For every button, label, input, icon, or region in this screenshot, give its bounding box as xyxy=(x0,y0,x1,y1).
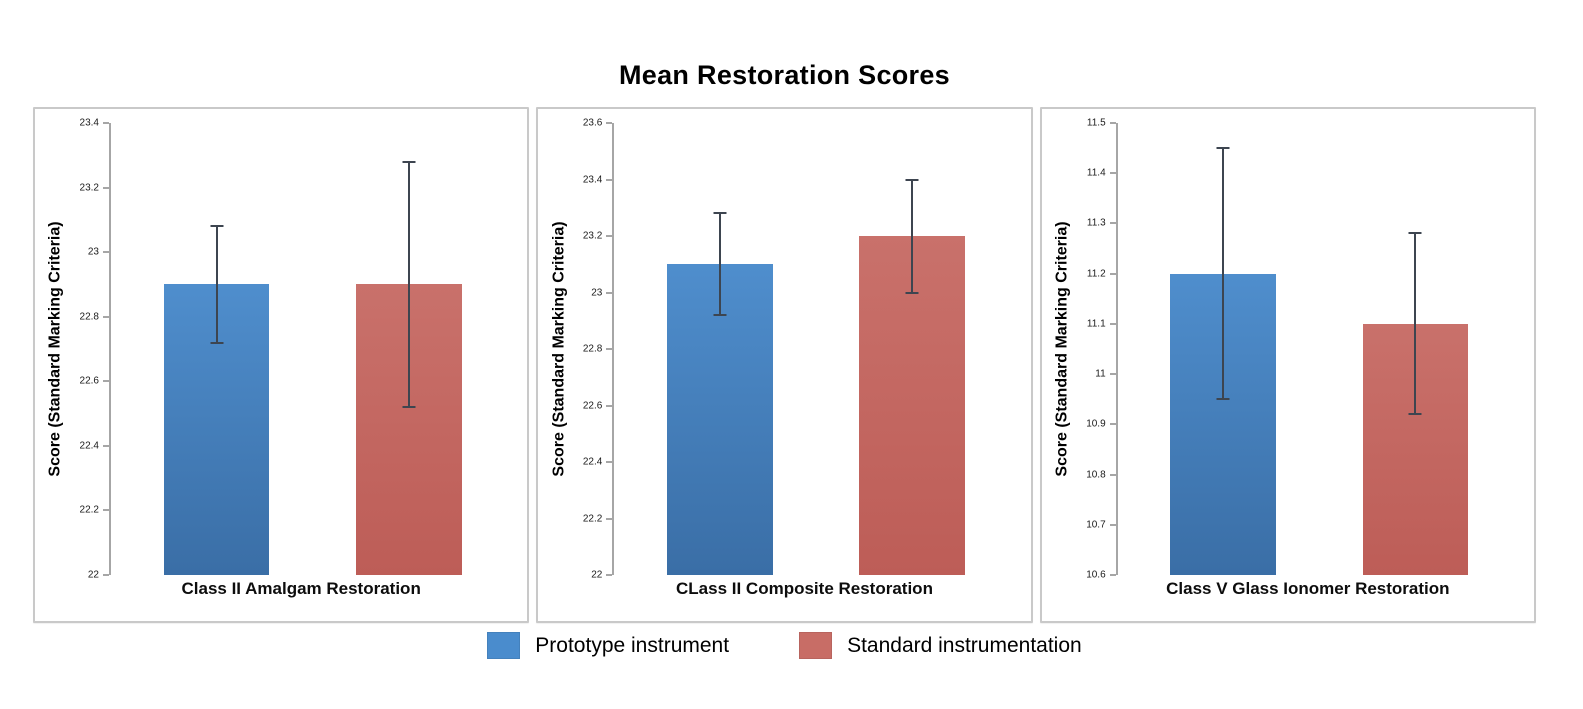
y-axis-tick xyxy=(103,574,109,576)
figure: Mean Restoration Scores Score (Standard … xyxy=(33,0,1536,659)
y-axis-tick-label: 23.2 xyxy=(582,230,603,242)
error-bar-cap-top xyxy=(402,160,416,163)
chart-panel-1: Score (Standard Marking Criteria) 23.4 23.… xyxy=(33,107,530,623)
y-axis-tick xyxy=(606,517,613,520)
legend-item-prototype: Prototype instrument xyxy=(487,632,729,659)
x-category-label: Class II Amalgam Restoration xyxy=(181,579,421,598)
error-bar-cap-top xyxy=(1408,232,1422,235)
y-axis-tick xyxy=(606,291,613,294)
y-axis-tick-label: 10.9 xyxy=(1086,418,1106,430)
error-bar-cap-top xyxy=(713,212,727,215)
y-axis-tick-label: 11.1 xyxy=(1086,318,1106,330)
legend-swatch-prototype-icon xyxy=(487,632,521,659)
y-axis-tick-label: 10.7 xyxy=(1086,519,1106,531)
y-axis-line xyxy=(1115,123,1118,575)
y-axis-tick-label: 11.4 xyxy=(1086,167,1106,179)
y-axis-tick-label: 23.4 xyxy=(582,174,603,185)
y-axis-tick xyxy=(1109,322,1116,325)
y-axis-tick xyxy=(606,461,613,463)
y-axis-tick-label: 11.2 xyxy=(1086,268,1106,280)
y-axis-tick-label: 22.2 xyxy=(79,504,99,516)
y-axis-title: Score (Standard Marking Criteria) xyxy=(1046,123,1080,575)
legend-item-standard: Standard instrumentation xyxy=(799,632,1082,659)
y-axis-tick-label: 23 xyxy=(591,287,603,298)
chart-panels: Score (Standard Marking Criteria) 23.4 23.… xyxy=(33,107,1536,623)
chart-panel-3: Score (Standard Marking Criteria) 11.5 11.… xyxy=(1039,107,1536,623)
y-axis-tick-label: 23.4 xyxy=(79,117,99,129)
y-axis-tick xyxy=(103,186,109,189)
error-bar-cap-bottom xyxy=(210,341,224,344)
x-category-label: CLass II Composite Restoration xyxy=(676,579,933,598)
plot-area: 23.6 23.4 23.2 23 22.8 22.6 22.4 22.2 22 xyxy=(583,118,996,581)
error-bar-cap-top xyxy=(1216,147,1230,150)
legend-label-standard: Standard instrumentation xyxy=(847,633,1082,657)
y-axis-tick-label: 22.6 xyxy=(79,375,99,387)
y-axis-tick-label: 23.2 xyxy=(79,182,99,194)
error-bar-cap-bottom xyxy=(905,291,919,294)
y-axis-tick xyxy=(103,380,109,383)
y-axis-tick-label: 11.3 xyxy=(1086,217,1106,229)
y-axis-tick-label: 22.2 xyxy=(582,513,603,524)
y-axis-tick-label: 22.6 xyxy=(582,400,603,411)
y-axis-tick-label: 10.6 xyxy=(1086,569,1106,581)
y-axis-line xyxy=(612,123,615,575)
y-axis-tick-label: 11.5 xyxy=(1086,117,1106,129)
y-axis-tick xyxy=(1109,574,1116,576)
error-bar-cap-bottom xyxy=(713,314,727,317)
error-bar-cap-bottom xyxy=(402,406,416,409)
y-axis-title-text: Score (Standard Marking Criteria) xyxy=(47,221,65,477)
error-bar-standard xyxy=(911,179,914,293)
y-axis-tick xyxy=(103,315,109,318)
y-axis-tick xyxy=(103,251,109,254)
error-bar-cap-bottom xyxy=(1216,398,1230,401)
chart-panel-2: Score (Standard Marking Criteria) 23.6 23.… xyxy=(536,107,1033,623)
error-bar-cap-top xyxy=(210,225,224,228)
y-axis-tick-label: 10.8 xyxy=(1086,469,1106,481)
y-axis-tick-label: 23.6 xyxy=(582,117,603,129)
y-axis-line xyxy=(109,123,111,575)
y-axis-tick xyxy=(1109,222,1116,225)
y-axis-tick xyxy=(606,235,613,237)
y-axis-tick-label: 22.4 xyxy=(582,456,603,468)
y-axis-tick-label: 22.4 xyxy=(79,440,99,452)
plot-area: 23.4 23.2 23 22.8 22.6 22.4 22.2 22 xyxy=(80,118,493,581)
y-axis-tick xyxy=(606,178,613,181)
error-bar-standard xyxy=(407,161,410,408)
legend-label-prototype: Prototype instrument xyxy=(535,633,730,657)
legend: Prototype instrument Standard instrument… xyxy=(33,632,1536,659)
y-axis-tick xyxy=(103,444,109,447)
y-axis-tick-label: 23 xyxy=(87,246,99,258)
y-axis-tick xyxy=(1109,172,1116,175)
y-axis-tick xyxy=(1109,423,1116,426)
y-axis-tick-label: 22 xyxy=(87,569,99,581)
error-bar-prototype xyxy=(215,226,218,343)
y-axis-tick-label: 22.8 xyxy=(582,343,603,355)
x-category-label: Class V Glass Ionomer Restoration xyxy=(1166,579,1450,598)
error-bar-standard xyxy=(1414,233,1417,415)
plot-area: 11.5 11.4 11.3 11.2 11.1 11 10.9 10.8 10.7 10.6 xyxy=(1086,118,1500,581)
y-axis-tick xyxy=(606,404,613,407)
legend-swatch-standard-icon xyxy=(799,632,833,659)
y-axis-tick xyxy=(103,509,109,512)
y-axis-tick xyxy=(1109,473,1116,476)
y-axis-tick xyxy=(606,122,613,124)
y-axis-tick xyxy=(103,122,109,124)
y-axis-tick xyxy=(606,574,613,576)
y-axis-tick xyxy=(1109,523,1116,526)
y-axis-tick-label: 11 xyxy=(1095,368,1106,380)
y-axis-tick-label: 22.8 xyxy=(79,311,99,323)
y-axis-tick xyxy=(606,348,613,350)
error-bar-prototype xyxy=(718,213,721,316)
chart-title: Mean Restoration Scores xyxy=(619,60,950,90)
error-bar-cap-bottom xyxy=(1408,413,1422,416)
y-axis-tick-label: 22 xyxy=(591,569,603,581)
y-axis-title-text: Score (Standard Marking Criteria) xyxy=(1053,221,1071,477)
error-bar-cap-top xyxy=(905,178,919,181)
y-axis-tick xyxy=(1109,373,1116,376)
y-axis-tick xyxy=(1109,122,1116,124)
error-bar-prototype xyxy=(1222,148,1225,400)
y-axis-tick xyxy=(1109,272,1116,275)
